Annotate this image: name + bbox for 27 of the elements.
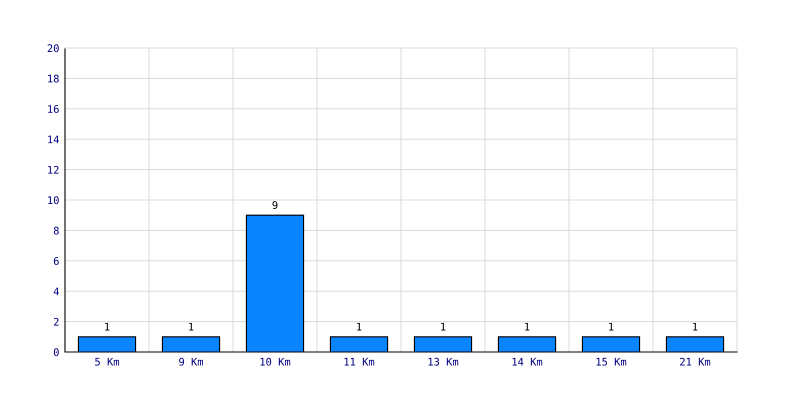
x-tick-label: 13 Km (428, 358, 458, 366)
data-label: 1 (105, 322, 110, 330)
x-tick-label: 5 Km (95, 358, 120, 366)
x-tick-label: 14 Km (512, 358, 542, 366)
y-tick-label: 18 (48, 74, 59, 83)
y-tick-label: 6 (54, 257, 59, 265)
y-tick-label: 10 (48, 196, 59, 204)
x-tick-label: 15 Km (596, 358, 626, 366)
data-label: 9 (272, 201, 278, 210)
y-tick-label: 8 (54, 226, 59, 235)
data-label: 1 (693, 322, 698, 330)
x-tick-label: 10 Km (260, 358, 290, 366)
x-tick-label: 11 Km (344, 358, 374, 366)
x-tick-label: 21 Km (680, 358, 710, 366)
y-tick-label: 20 (48, 44, 59, 52)
data-label: 1 (357, 322, 362, 330)
data-label: 1 (441, 322, 446, 330)
data-label: 1 (609, 322, 614, 330)
y-tick-label: 4 (54, 288, 59, 296)
y-tick-label: 16 (48, 105, 59, 113)
data-label: 1 (525, 322, 530, 330)
y-tick-label: 2 (54, 318, 59, 326)
y-tick-label: 0 (54, 348, 59, 356)
y-tick-label: 12 (48, 166, 59, 174)
data-label: 1 (189, 322, 194, 330)
x-tick-label: 9 Km (179, 358, 204, 366)
y-tick-label: 14 (48, 136, 59, 144)
